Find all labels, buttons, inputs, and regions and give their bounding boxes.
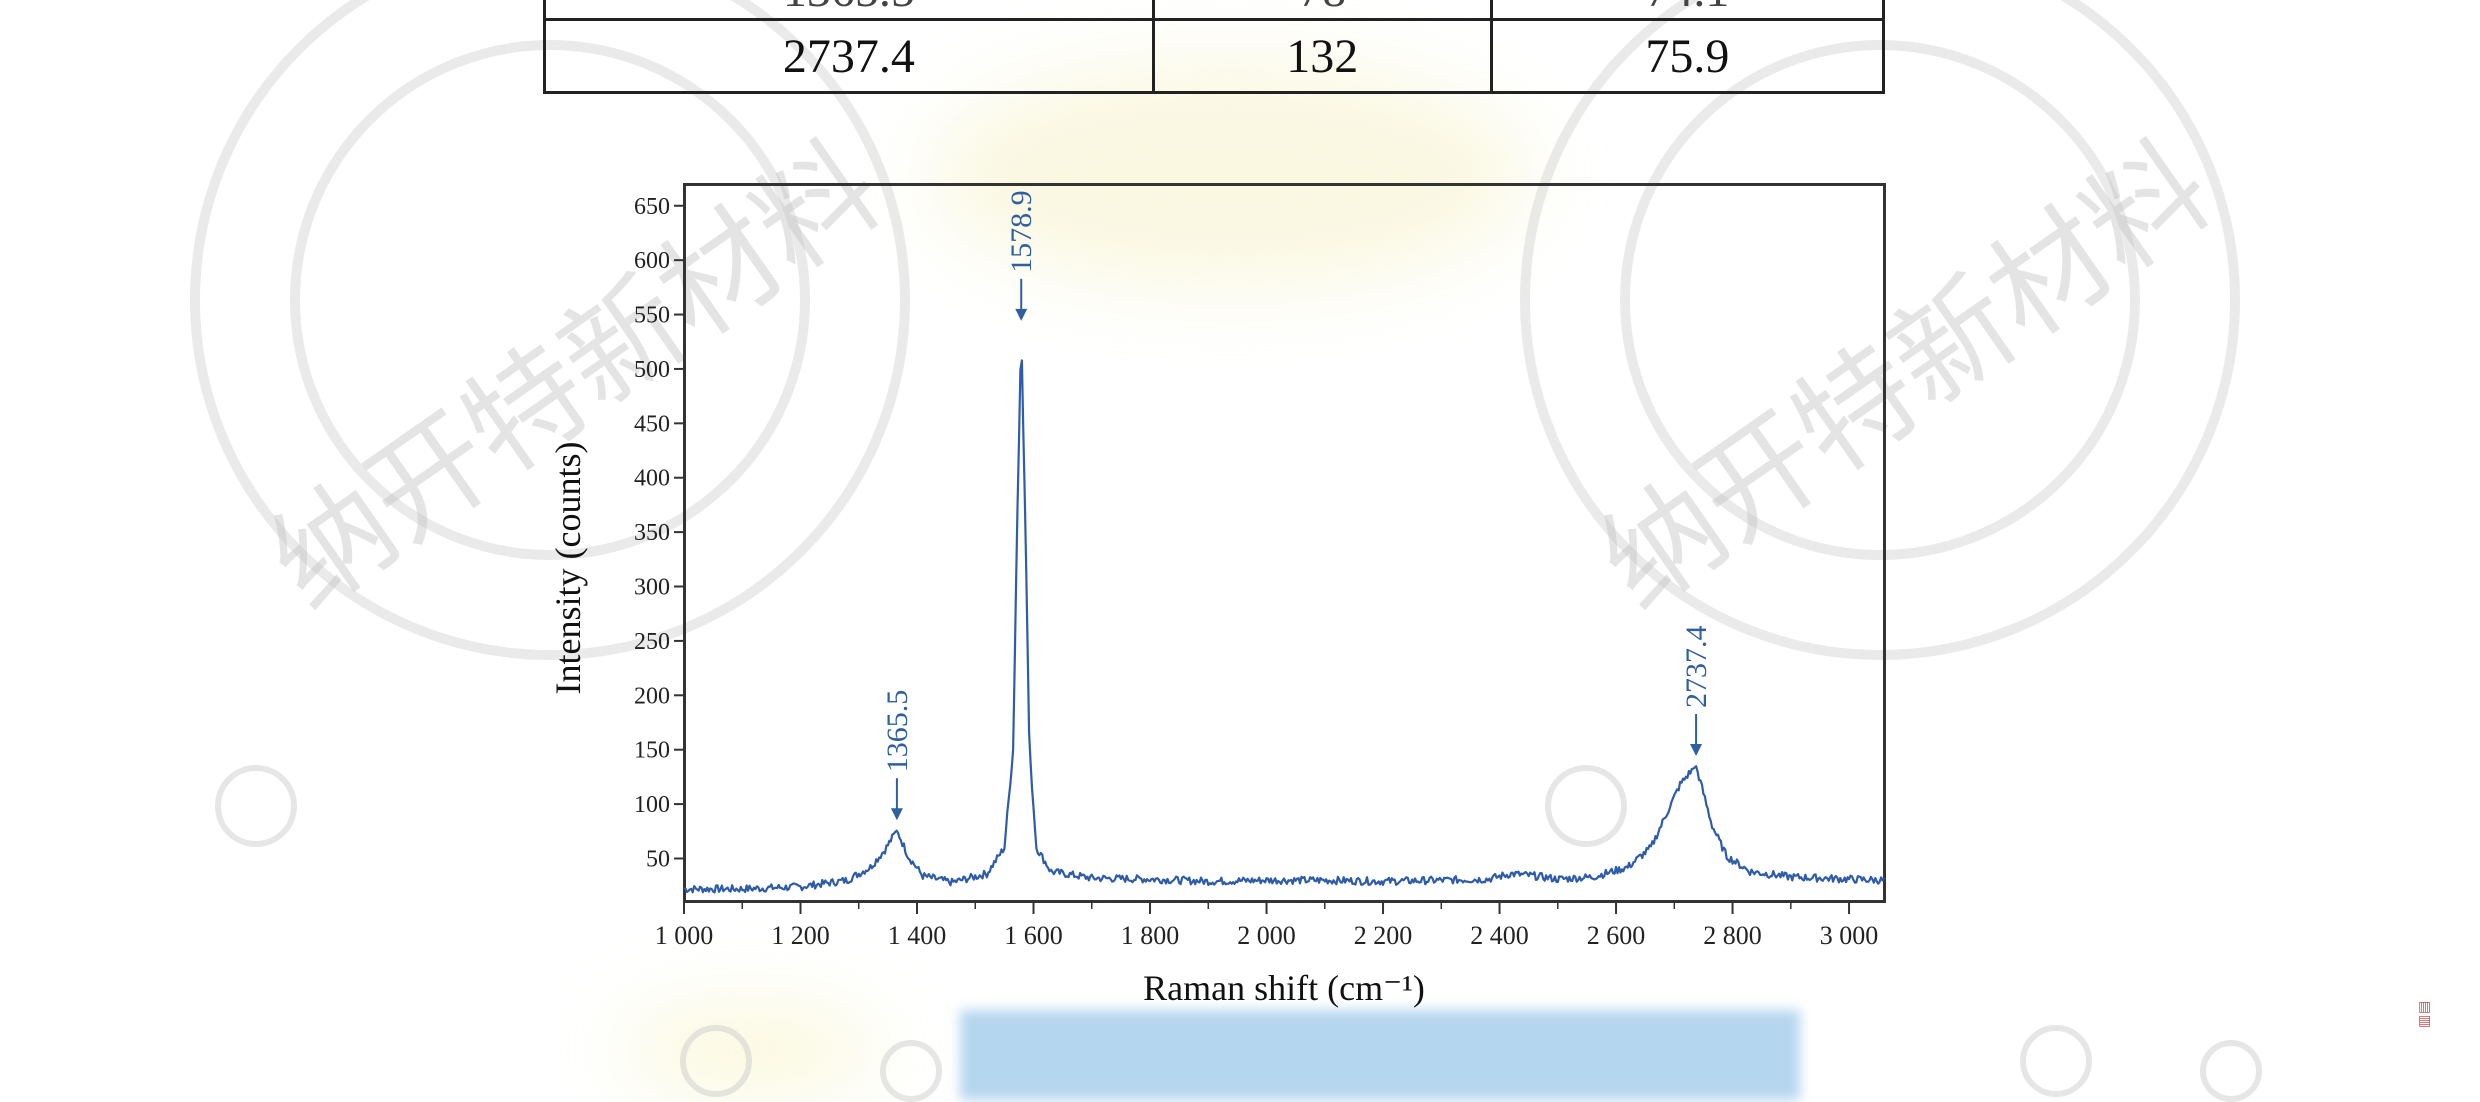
x-tick-label: 1 600	[1004, 921, 1063, 950]
table-cell: 2737.4	[543, 18, 1155, 94]
table-cell: 132	[1151, 18, 1493, 94]
peak-label: 2737.4	[1680, 626, 1713, 709]
watermark-ring	[1520, 0, 2240, 660]
table-cell: 78	[1151, 0, 1493, 21]
y-tick-label: 650	[634, 194, 670, 220]
y-tick-label: 100	[634, 792, 670, 818]
chart-series	[683, 359, 1885, 894]
x-tick-label: 1 400	[888, 921, 947, 950]
peak-table: 1365.5 78 74.1 2737.4 132 75.9	[543, 0, 1886, 94]
peak-arrow-head	[1690, 744, 1703, 757]
x-tick-label: 2 800	[1703, 921, 1762, 950]
chart-axes: 1 000 1 200 1 400 1 600 1 800 2 000 2 200 2 400…	[634, 194, 1878, 950]
x-axis-title: Raman shift (cm⁻¹)	[1143, 968, 1425, 1008]
y-tick-label: 400	[634, 466, 670, 492]
watermark-dot	[215, 765, 297, 847]
table-cell: 74.1	[1489, 0, 1886, 21]
spectrum-line	[683, 359, 1885, 894]
peak-arrow-head	[890, 808, 903, 821]
y-tick-label: 150	[634, 738, 670, 764]
x-tick-label: 1 000	[655, 921, 714, 950]
peak-label: 1365.5	[881, 690, 914, 773]
table-row: 1365.5 78 74.1	[543, 0, 1886, 21]
watermark-dot	[1545, 765, 1627, 847]
peak-label: 1578.9	[1005, 190, 1038, 273]
x-tick-label: 2 600	[1587, 921, 1646, 950]
raman-spectrum-chart: 1 000 1 200 1 400 1 600 1 800 2 000 2 200 2 400…	[548, 190, 1885, 1008]
y-tick-label: 350	[634, 520, 670, 546]
y-tick-label: 450	[634, 411, 670, 437]
x-tick-label: 3 000	[1820, 921, 1879, 950]
y-tick-label: 600	[634, 248, 670, 274]
x-tick-label: 1 800	[1121, 921, 1180, 950]
y-tick-label: 50	[646, 846, 670, 872]
chart-annotations: 1365.5 1578.9 2737.4	[881, 190, 1713, 821]
background-tint	[930, 60, 1530, 290]
watermark-ring	[190, 0, 910, 660]
y-tick-label: 250	[634, 629, 670, 655]
table-row: 2737.4 132 75.9	[543, 18, 1886, 94]
seal-stamp: ▥ ▤	[2418, 999, 2432, 1029]
y-tick-label: 200	[634, 683, 670, 709]
x-tick-label: 2 200	[1354, 921, 1413, 950]
x-tick-label: 2 400	[1470, 921, 1529, 950]
table-cell: 75.9	[1489, 18, 1886, 94]
y-axis-title: Intensity (counts)	[548, 442, 588, 695]
x-tick-label: 2 000	[1237, 921, 1296, 950]
y-tick-label: 300	[634, 575, 670, 601]
y-tick-label: 500	[634, 357, 670, 383]
plot-frame	[683, 183, 1886, 903]
table-cell: 1365.5	[543, 0, 1155, 21]
peak-arrow-head	[1015, 308, 1028, 321]
y-tick-label: 550	[634, 303, 670, 329]
x-tick-label: 1 200	[771, 921, 830, 950]
